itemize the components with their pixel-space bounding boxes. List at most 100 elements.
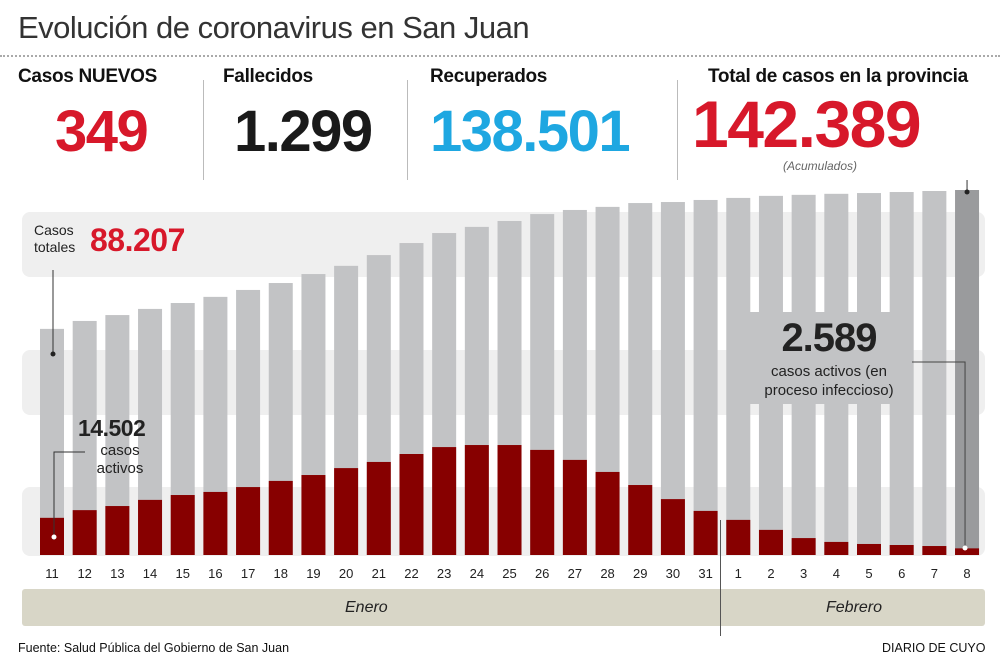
x-tick-label: 20 [339, 566, 353, 581]
x-tick-label: 24 [470, 566, 484, 581]
page-title: Evolución de coronavirus en San Juan [18, 10, 530, 45]
x-tick-label: 5 [865, 566, 872, 581]
active-bar [334, 468, 359, 555]
separator [407, 80, 408, 180]
active-end-label-line2: proceso infeccioso) [764, 382, 894, 399]
total-note: (Acumulados) [783, 159, 858, 173]
active-start-label-line1: casos [100, 442, 140, 459]
x-tick-label: 7 [931, 566, 938, 581]
active-bar [301, 475, 326, 555]
active-end-box [748, 312, 910, 404]
recovered-value: 138.501 [430, 99, 631, 164]
month-january: Enero [345, 599, 388, 616]
divider [0, 55, 1000, 57]
total-start-label-line1: Casos [34, 222, 74, 238]
total-bar [726, 197, 751, 556]
x-tick-label: 6 [898, 566, 905, 581]
total-start-value: 88.207 [90, 222, 185, 258]
x-tick-label: 21 [372, 566, 386, 581]
active-start-label: casos activos [90, 442, 150, 478]
active-bar [824, 541, 849, 555]
recovered-label: Recuperados [430, 66, 548, 87]
x-tick-label: 12 [77, 566, 91, 581]
total-value: 142.389 [692, 87, 922, 161]
active-bar [170, 495, 195, 555]
leader-line [912, 361, 966, 548]
total-bar [693, 199, 718, 556]
x-tick-label: 22 [404, 566, 418, 581]
active-bar [236, 487, 261, 555]
active-bar [758, 529, 783, 555]
active-bar [660, 499, 685, 555]
month-february: Febrero [826, 599, 883, 616]
active-end-label-line1: casos activos (en [771, 363, 887, 380]
leader-line [53, 451, 85, 540]
x-tick-label: 2 [767, 566, 774, 581]
x-tick-label: 8 [963, 566, 970, 581]
total-bar [955, 190, 980, 555]
x-tick-label: 31 [698, 566, 712, 581]
x-tick-label: 19 [306, 566, 320, 581]
x-tick-label: 15 [175, 566, 189, 581]
x-tick-label: 28 [600, 566, 614, 581]
active-bar [955, 548, 980, 555]
separator [677, 80, 678, 180]
active-bar [138, 499, 163, 555]
x-tick-label: 11 [45, 566, 59, 581]
x-tick-label: 26 [535, 566, 549, 581]
active-bar [628, 485, 653, 555]
deaths-label: Fallecidos [223, 66, 313, 87]
active-bar [922, 546, 947, 555]
active-bar [72, 510, 97, 555]
new-cases-value: 349 [55, 99, 149, 164]
active-bar [203, 491, 228, 555]
x-tick-label: 27 [568, 566, 582, 581]
brand-label: DIARIO DE CUYO [882, 641, 986, 655]
month-divider [720, 520, 721, 636]
active-bar [432, 447, 457, 555]
leader-dot [964, 189, 970, 195]
total-bar [922, 190, 947, 555]
leader-dot [51, 534, 57, 540]
x-tick-label: 18 [274, 566, 288, 581]
active-bar [889, 545, 914, 555]
active-bar [105, 506, 130, 555]
x-tick-label: 30 [666, 566, 680, 581]
active-bar [693, 510, 718, 555]
active-bar [399, 454, 424, 555]
x-tick-label: 25 [502, 566, 516, 581]
active-bar [562, 459, 587, 555]
active-start-value: 14.502 [78, 415, 146, 441]
x-tick-label: 13 [110, 566, 124, 581]
active-start-label-line2: activos [96, 460, 144, 477]
leader-dot [962, 545, 968, 551]
total-start-label: Casos totales [34, 222, 75, 256]
separator [203, 80, 204, 180]
active-bar [530, 449, 555, 555]
x-tick-label: 16 [208, 566, 222, 581]
total-bar [40, 328, 64, 555]
x-tick-label: 1 [735, 566, 742, 581]
active-end-value: 2.589 [781, 316, 877, 360]
deaths-value: 1.299 [234, 99, 373, 164]
active-bar [791, 538, 816, 555]
total-bar [660, 202, 685, 556]
active-bar [268, 480, 293, 555]
active-bar [595, 471, 620, 555]
x-tick-label: 3 [800, 566, 807, 581]
total-label: Total de casos en la provincia [708, 66, 968, 87]
leader-dot [50, 351, 56, 357]
month-band [22, 589, 985, 626]
total-start-label-line2: totales [34, 239, 76, 255]
new-cases-label: Casos NUEVOS [18, 66, 157, 87]
active-bar [726, 519, 751, 555]
active-bar [857, 543, 881, 555]
x-tick-label: 4 [833, 566, 840, 581]
source-note: Fuente: Salud Pública del Gobierno de Sa… [18, 641, 290, 655]
x-tick-label: 29 [633, 566, 647, 581]
x-tick-label: 14 [143, 566, 157, 581]
active-bar [497, 445, 522, 555]
x-tick-label: 17 [241, 566, 255, 581]
active-bar [366, 461, 391, 555]
